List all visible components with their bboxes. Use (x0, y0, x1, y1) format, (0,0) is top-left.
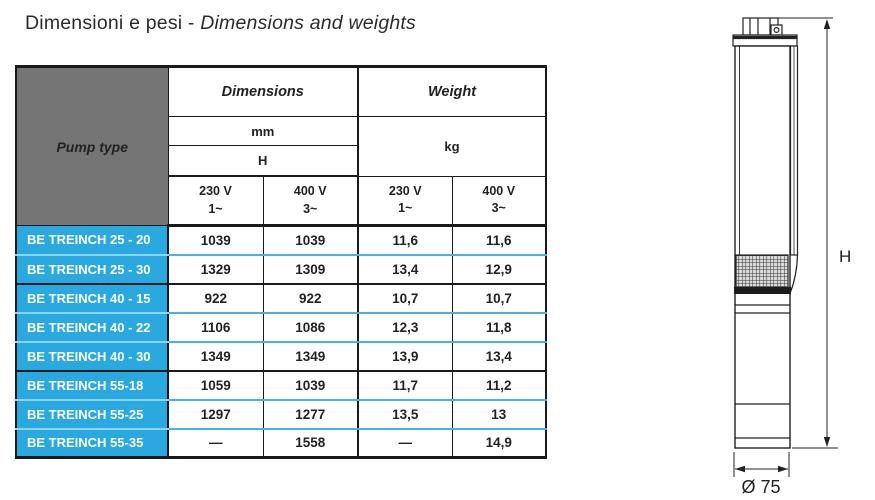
pump-technical-drawing: H Ø 75 (732, 17, 851, 497)
page-title-english: Dimensions and weights (200, 12, 416, 34)
voltage-label: 400 V (293, 184, 327, 198)
h-230v-cell: — (167, 428, 264, 458)
table-header-row-h: H (16, 145, 546, 177)
h-400v-cell: 922 (262, 283, 359, 314)
kg-400v-cell: 13 (451, 399, 547, 430)
table-row: BE TREINCH 40 - 30 1349 1349 13,9 13,4 (15, 341, 547, 372)
h-230v-cell: 922 (167, 283, 264, 314)
diameter-dimension (733, 452, 790, 477)
phase-label: 1~ (208, 201, 223, 216)
kg-230v-cell: 13,4 (357, 254, 453, 285)
dimension-h-header: H (167, 145, 359, 177)
kg-400v-cell: 11,8 (451, 312, 547, 343)
table-header-row-sections: Pump type Dimensions Weight (15, 66, 547, 226)
table-row: BE TREINCH 25 - 30 1329 1309 13,4 12,9 (15, 254, 547, 285)
arrow-up-icon (823, 19, 831, 29)
pump-name-cell: BE TREINCH 40 - 30 (15, 341, 169, 372)
table-header-row-voltages: 230 V 1~ 400 V 3~ 230 V 1~ 400 V 3~ (16, 175, 547, 227)
h-400v-cell: 1039 (262, 370, 359, 401)
table-row: BE TREINCH 55-25 1297 1277 13,5 13 (15, 399, 547, 430)
arrow-down-icon (823, 437, 831, 447)
table-row: BE TREINCH 40 - 15 922 922 10,7 10,7 (15, 283, 547, 314)
h-230v-cell: 1106 (167, 312, 264, 343)
h-230v-cell: 1039 (167, 225, 264, 256)
h-400v-cell: 1349 (262, 341, 359, 372)
diameter-label: Ø 75 (741, 477, 780, 497)
page-title-italian: Dimensioni e pesi - (25, 12, 201, 34)
unit-kg-header: kg (357, 116, 547, 177)
kg-230v-cell: 12,3 (357, 312, 453, 343)
col-header-dim-230v: 230 V 1~ (167, 175, 264, 227)
table-header-row-units: mm kg (16, 116, 547, 177)
pump-name-cell: BE TREINCH 55-35 (15, 428, 169, 458)
kg-400v-cell: 12,9 (451, 254, 547, 285)
voltage-label: 400 V (482, 183, 516, 198)
strainer-flange (734, 287, 791, 294)
pump-body (734, 45, 791, 449)
page-title: Dimensioni e pesi - Dimensions and weigh… (25, 12, 416, 35)
h-400v-cell: 1558 (262, 428, 359, 458)
kg-400v-cell: 11,2 (451, 370, 547, 401)
kg-230v-cell: — (357, 428, 453, 458)
pump-name-cell: BE TREINCH 40 - 15 (15, 283, 169, 314)
table-row: BE TREINCH 55-18 1059 1039 11,7 11,2 (15, 370, 547, 401)
kg-400v-cell: 13,4 (451, 341, 547, 372)
height-dimension (778, 17, 838, 449)
motor-section-lines (735, 304, 790, 439)
kg-230v-cell: 13,9 (357, 341, 453, 372)
col-header-weight-230v: 230 V 1~ (357, 175, 453, 227)
col-header-weight-400v: 400 V 3~ (451, 175, 547, 227)
kg-230v-cell: 11,7 (357, 370, 453, 401)
h-400v-cell: 1039 (262, 225, 359, 256)
pump-name-cell: BE TREINCH 55-25 (15, 399, 169, 430)
pump-type-header: Pump type (15, 66, 169, 226)
h-400v-cell: 1277 (262, 399, 359, 430)
height-dimension-label: H (839, 247, 851, 266)
table-row: BE TREINCH 25 - 20 1039 1039 11,6 11,6 (15, 225, 547, 256)
pump-name-cell: BE TREINCH 55-18 (15, 370, 169, 401)
suction-strainer-mesh (735, 254, 789, 288)
kg-400v-cell: 14,9 (451, 428, 547, 458)
arrow-right-icon (778, 465, 788, 473)
h-230v-cell: 1349 (167, 341, 264, 372)
kg-230v-cell: 10,7 (357, 283, 453, 314)
kg-400v-cell: 10,7 (451, 283, 547, 314)
cable-gland (770, 24, 783, 36)
h-400v-cell: 1086 (262, 312, 359, 343)
arrow-left-icon (735, 465, 745, 473)
h-230v-cell: 1297 (167, 399, 264, 430)
pump-name-cell: BE TREINCH 40 - 22 (15, 312, 169, 343)
phase-label: 3~ (491, 201, 506, 216)
kg-230v-cell: 13,5 (357, 399, 453, 430)
cable-conduit (789, 45, 799, 293)
table-row: BE TREINCH 55-35 — 1558 — 14,9 (15, 428, 547, 458)
pump-name-cell: BE TREINCH 25 - 20 (15, 225, 169, 256)
unit-mm-header: mm (167, 116, 359, 146)
h-230v-cell: 1329 (167, 254, 264, 285)
voltage-label: 230 V (199, 184, 232, 198)
col-header-dim-400v: 400 V 3~ (262, 175, 359, 227)
dimensions-header: Dimensions (167, 66, 359, 117)
voltage-label: 230 V (388, 183, 422, 198)
phase-label: 3~ (303, 201, 318, 216)
kg-230v-cell: 11,6 (357, 225, 453, 256)
phase-label: 1~ (398, 201, 413, 216)
kg-400v-cell: 11,6 (451, 225, 547, 256)
table-row: BE TREINCH 40 - 22 1106 1086 12,3 11,8 (15, 312, 547, 343)
h-230v-cell: 1059 (167, 370, 264, 401)
pump-name-cell: BE TREINCH 25 - 30 (15, 254, 169, 285)
weight-header: Weight (357, 66, 547, 117)
h-400v-cell: 1309 (262, 254, 359, 285)
pump-top-cap (732, 34, 798, 47)
dimensions-weights-table: Pump type Dimensions Weight mm kg H 230 … (15, 65, 547, 459)
